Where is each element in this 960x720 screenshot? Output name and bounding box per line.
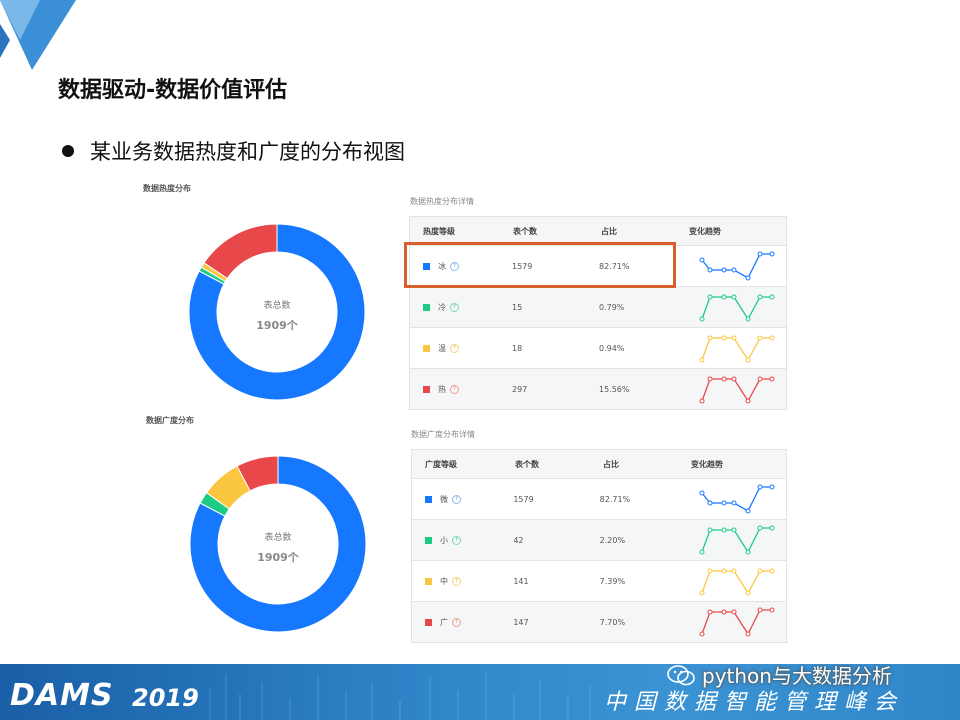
breadth-slice-广 [236,455,279,492]
header-level: 广度等级 [425,459,457,469]
table-row: 广 ? 147 7.70% [412,601,786,642]
table-row: 冷 ? 15 0.79% [410,286,786,327]
heat-slice-冰 [188,223,366,401]
level-label: 微 [440,494,448,504]
level-label: 温 [438,343,446,353]
ratio-cell: 82.71% [599,494,631,504]
level-label: 冰 [438,261,446,271]
corner-triangle-decoration [0,0,76,70]
heat-donut-center: 表总数 1909个 [217,298,337,333]
header-count: 表个数 [513,226,537,236]
ratio-cell: 0.94% [598,343,625,353]
header-level: 热度等级 [423,226,455,236]
level-label: 热 [438,384,446,394]
count-cell: 1579 [513,494,534,504]
heat-detail-table: 热度等级 表个数 占比 变化趋势 冰 ? 1579 82.71% 冷 ? 15 … [409,216,787,410]
watermark: python与大数据分析 [666,660,892,689]
watermark-text: python与大数据分析 [702,664,892,688]
table-row: 小 ? 42 2.20% [412,519,786,560]
level-swatch-icon [423,344,430,352]
table-row: 中 ? 141 7.39% [412,560,786,601]
ratio-cell: 82.71% [598,261,630,271]
level-swatch-icon [423,385,430,393]
level-swatch-icon [425,536,432,544]
count-cell: 1579 [511,261,533,271]
header-trend: 变化趋势 [689,226,721,236]
level-swatch-icon [425,618,432,626]
table-header-row: 广度等级 表个数 占比 变化趋势 [412,450,786,478]
header-trend: 变化趋势 [691,459,723,469]
table-row: 微 ? 1579 82.71% [412,478,786,519]
trend-sparkline [699,607,775,637]
heat-center-label: 表总数 [263,301,291,311]
dams-logo: DAMS [10,678,114,713]
trend-sparkline [699,525,775,555]
slide-title: 数据驱动-数据价值评估 [58,78,288,103]
trend-sparkline [699,376,775,404]
ratio-cell: 15.56% [598,384,630,394]
summit-name: 中国数据智能管理峰会 [604,690,905,715]
breadth-center-value: 1909个 [257,551,299,564]
count-cell: 297 [511,384,528,394]
info-icon[interactable]: ? [452,576,461,586]
level-label: 中 [440,576,448,586]
count-cell: 42 [513,535,524,545]
city-skyline-decoration [209,672,591,720]
header-ratio: 占比 [603,459,619,469]
footer-year: 2019 [132,684,199,712]
breadth-donut-center: 表总数 1909个 [218,530,338,565]
info-icon[interactable]: ? [452,617,461,627]
info-icon[interactable]: ? [450,261,459,271]
ratio-cell: 0.79% [598,302,625,312]
heat-slice-热 [203,223,278,280]
breadth-chart-title: 数据广度分布 [146,416,194,425]
bullet-text: 某业务数据热度和广度的分布视图 [90,140,405,164]
header-ratio: 占比 [601,226,617,236]
level-swatch-icon [423,303,430,311]
breadth-detail-title: 数据广度分布详情 [411,430,475,439]
info-icon[interactable]: ? [450,302,459,312]
table-header-row: 热度等级 表个数 占比 变化趋势 [410,217,786,245]
breadth-detail-table: 广度等级 表个数 占比 变化趋势 微 ? 1579 82.71% 小 ? 42 … [411,449,787,643]
trend-sparkline [699,335,775,363]
level-label: 广 [440,617,448,627]
table-row: 热 ? 297 15.56% [410,368,786,409]
table-row: 冰 ? 1579 82.71% [410,245,786,286]
breadth-slice-微 [189,455,367,633]
count-cell: 141 [513,576,529,586]
trend-sparkline [699,294,775,322]
wechat-icon [667,664,695,685]
info-icon[interactable]: ? [450,384,459,394]
heat-center-value: 1909个 [256,319,298,332]
ratio-cell: 7.70% [599,617,626,627]
table-row: 温 ? 18 0.94% [410,327,786,368]
level-swatch-icon [425,577,432,585]
trend-sparkline [699,484,775,514]
level-label: 小 [440,535,448,545]
footer-banner: DAMS 2019 中国数据智能管理峰会 [0,664,960,720]
level-swatch-icon [423,262,430,270]
heat-chart-title: 数据热度分布 [143,184,191,193]
bullet-point: 某业务数据热度和广度的分布视图 [62,136,405,166]
trend-sparkline [699,568,775,596]
count-cell: 18 [511,343,523,353]
ratio-cell: 2.20% [599,535,626,545]
count-cell: 147 [513,617,529,627]
header-count: 表个数 [515,459,539,469]
heat-donut-chart [188,223,366,401]
info-icon[interactable]: ? [452,494,461,504]
trend-sparkline [699,251,775,281]
ratio-cell: 7.39% [599,576,626,586]
heat-detail-title: 数据热度分布详情 [410,197,474,206]
level-swatch-icon [425,495,432,503]
highlight-box [404,242,676,288]
count-cell: 15 [511,302,523,312]
level-label: 冷 [438,302,446,312]
bullet-dot-icon [62,145,74,157]
breadth-donut-chart [189,455,367,633]
info-icon[interactable]: ? [450,343,459,353]
breadth-center-label: 表总数 [264,533,292,543]
info-icon[interactable]: ? [452,535,461,545]
